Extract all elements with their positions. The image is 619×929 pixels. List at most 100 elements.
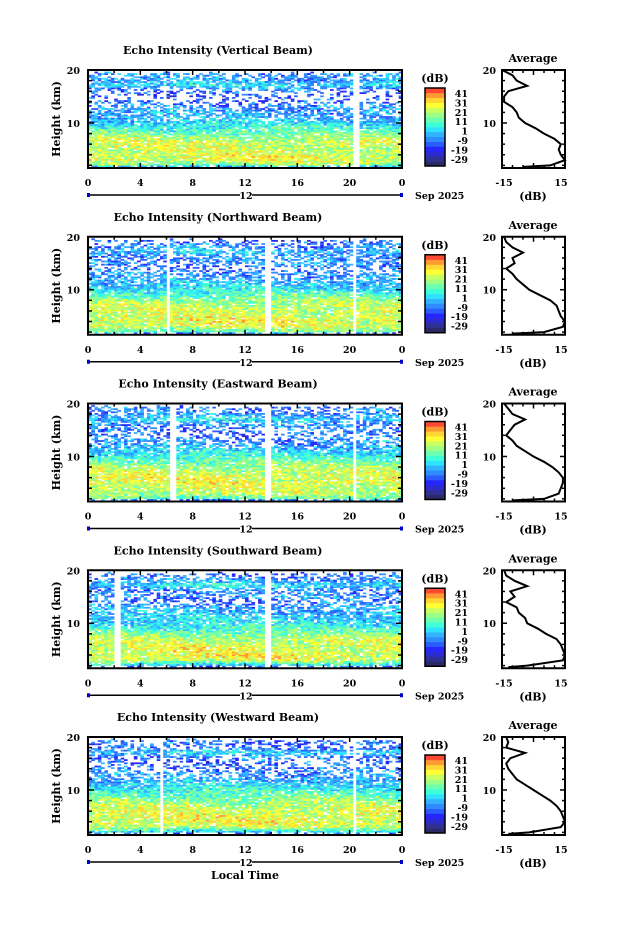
heatmap-cell [264,135,269,137]
heatmap-cell [235,130,239,133]
heatmap-cell [382,149,386,152]
heatmap-cell [91,274,95,277]
heatmap-cell [146,311,151,314]
heatmap-cell [104,330,108,333]
heatmap-cell [290,155,295,158]
heatmap-cell [97,73,102,75]
heatmap-cell [245,132,249,134]
heatmap-cell [101,311,105,314]
heatmap-cell [385,117,390,120]
heatmap-cell [284,139,288,142]
heatmap-cell [333,84,337,87]
heatmap-cell [94,249,99,252]
heatmap-cell [310,162,314,164]
heatmap-cell [287,114,292,117]
heatmap-cell [294,136,298,139]
heatmap-cell [143,155,148,158]
heatmap-cell [104,320,108,323]
heatmap-cell [97,125,102,128]
heatmap-cell [120,322,125,325]
heatmap-cell [91,286,95,288]
heatmap-cell [297,128,301,131]
heatmap-cell [94,117,99,120]
heatmap-cell [137,163,141,166]
heatmap-cell [195,130,200,133]
x-tick-label: 8 [189,178,196,189]
heatmap-cell [114,152,118,155]
heatmap-cell [117,271,121,274]
heatmap-cell [192,154,197,156]
heatmap-cell [372,141,377,144]
heatmap-cell [176,152,180,155]
heatmap-cell [222,120,226,123]
heatmap-cell [392,155,396,158]
heatmap-cell [287,147,292,150]
heatmap-cell [218,120,223,123]
heatmap-cell [398,127,403,129]
heatmap-cell [281,154,285,156]
heatmap-cell [104,273,108,276]
heatmap-cell [375,97,380,99]
heatmap-cell [245,133,249,136]
heatmap-cell [261,155,265,158]
heatmap-cell [254,82,259,85]
heatmap-cell [94,135,99,137]
heatmap-cell [310,135,314,137]
heatmap-cell [317,111,321,114]
heatmap-cell [300,100,305,102]
heatmap-cell [294,87,298,90]
heatmap-cell [189,92,193,94]
heatmap-cell [228,119,233,122]
heatmap-cell [104,133,108,136]
heatmap-cell [225,103,229,106]
heatmap-cell [241,85,246,88]
heatmap-cell [238,139,243,142]
heatmap-cell [300,85,305,88]
avg-y-tick-label: 20 [483,66,497,77]
heatmap-cell [287,139,292,142]
heatmap-cell [238,125,243,128]
heatmap-cell [169,162,174,164]
heatmap-cell [127,165,131,168]
heatmap-cell [176,84,180,87]
heatmap-cell [146,262,151,264]
heatmap-cell [323,87,328,90]
heatmap-cell [101,139,105,142]
heatmap-cell [117,308,121,311]
heatmap-cell [369,138,373,141]
heatmap-cell [267,125,272,128]
heatmap-cell [215,106,220,109]
heatmap-cell [127,303,131,306]
heatmap-cell [209,103,213,106]
heatmap-cell [317,159,321,161]
heatmap-cell [107,324,112,326]
heatmap-cell [104,282,108,285]
heatmap-cell [127,74,131,77]
heatmap-cell [349,143,354,145]
heatmap-cell [388,127,393,129]
heatmap-cell [398,97,403,99]
heatmap-cell [97,95,102,98]
heatmap-cell [313,157,318,160]
heatmap-cell [166,152,171,155]
heatmap-cell [277,141,282,144]
heatmap-cell [146,151,151,153]
heatmap-cell [110,297,115,299]
heatmap-cell [160,143,164,145]
heatmap-cell [310,114,314,117]
heatmap-cell [277,144,282,147]
heatmap-cell [91,265,95,268]
heatmap-cell [300,77,305,80]
heatmap-cell [199,147,203,150]
heatmap-cell [114,258,118,261]
heatmap-cell [238,143,243,145]
heatmap-cell [137,79,141,82]
heatmap-cell [248,84,252,87]
heatmap-cell [143,82,148,85]
heatmap-cell [94,327,99,330]
heatmap-cell [225,79,229,82]
heatmap-cell [140,139,144,142]
heatmap-cell [307,147,311,150]
heatmap-cell [104,146,108,149]
heatmap-cell [120,165,125,168]
